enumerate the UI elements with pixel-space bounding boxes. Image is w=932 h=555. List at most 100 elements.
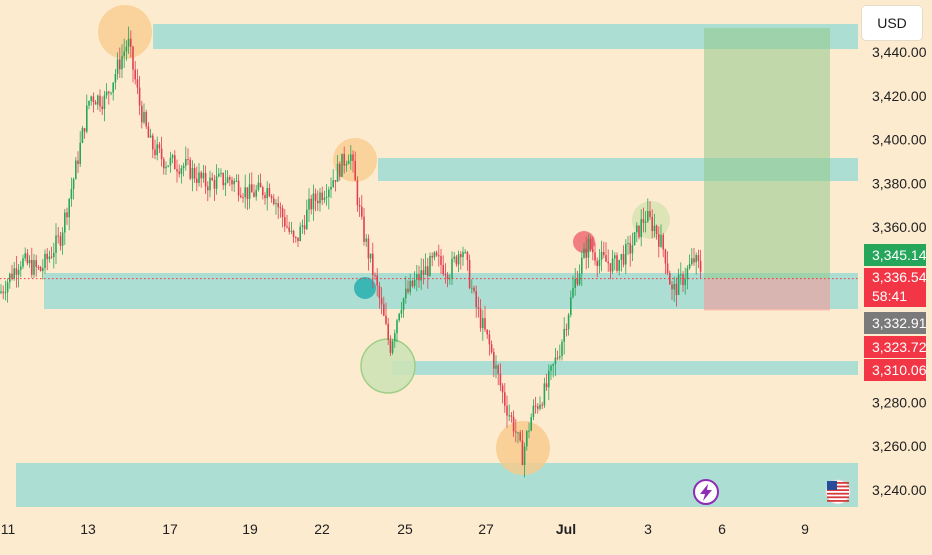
support-zone-bottom[interactable] bbox=[16, 463, 858, 507]
candle bbox=[22, 254, 24, 269]
candle bbox=[50, 246, 53, 259]
candle bbox=[264, 191, 266, 205]
candle bbox=[42, 259, 44, 280]
candle bbox=[303, 215, 306, 235]
price-label-text: 3,336.54 bbox=[872, 269, 927, 285]
candle bbox=[17, 263, 20, 288]
candle bbox=[127, 26, 130, 54]
candle bbox=[682, 271, 684, 292]
candle bbox=[119, 47, 121, 78]
candle bbox=[240, 187, 242, 199]
highlight-circle-low-left bbox=[360, 338, 416, 394]
candle bbox=[92, 92, 95, 113]
candle bbox=[209, 170, 211, 198]
stop-loss-zone[interactable] bbox=[704, 278, 830, 311]
y-tick-label: 3,260.00 bbox=[872, 438, 927, 454]
candle bbox=[297, 237, 299, 248]
lightning-icon[interactable] bbox=[693, 479, 719, 505]
candle bbox=[262, 185, 264, 200]
candle bbox=[691, 248, 693, 266]
candle bbox=[548, 364, 550, 401]
us-flag-icon[interactable] bbox=[825, 479, 851, 505]
candle bbox=[532, 399, 535, 421]
candle bbox=[543, 377, 546, 408]
candle bbox=[229, 175, 231, 187]
candle bbox=[479, 298, 482, 332]
candle bbox=[669, 270, 671, 285]
candle bbox=[449, 274, 451, 285]
profit-target-zone[interactable] bbox=[704, 27, 830, 279]
candle bbox=[438, 244, 440, 267]
candle bbox=[61, 227, 64, 255]
candle bbox=[647, 198, 649, 223]
candle bbox=[495, 355, 497, 379]
y-tick-label: 3,380.00 bbox=[872, 175, 927, 191]
candle bbox=[105, 83, 108, 99]
candle bbox=[48, 250, 51, 263]
currency-selector[interactable]: USD bbox=[862, 6, 922, 40]
candle bbox=[281, 204, 284, 228]
candle bbox=[268, 183, 271, 198]
candle bbox=[251, 172, 253, 193]
candle bbox=[114, 69, 117, 90]
candle bbox=[174, 150, 176, 170]
candle bbox=[138, 75, 141, 116]
candle bbox=[149, 128, 152, 138]
candle bbox=[501, 383, 504, 404]
candle bbox=[189, 156, 191, 181]
candle bbox=[457, 250, 460, 273]
candle bbox=[6, 278, 9, 303]
candle bbox=[666, 251, 669, 276]
y-tick-label: 3,240.00 bbox=[872, 482, 927, 498]
candle bbox=[442, 255, 444, 277]
candle bbox=[365, 234, 367, 247]
candle bbox=[319, 188, 321, 212]
candle bbox=[130, 30, 132, 58]
candle bbox=[328, 186, 330, 210]
candle bbox=[409, 273, 411, 296]
candle bbox=[163, 157, 165, 175]
candle bbox=[215, 164, 218, 195]
candle bbox=[510, 411, 513, 423]
candle bbox=[83, 127, 86, 139]
candle bbox=[306, 199, 308, 231]
candle bbox=[603, 241, 605, 259]
candle bbox=[211, 172, 213, 182]
candle bbox=[460, 251, 462, 270]
candle bbox=[191, 160, 194, 192]
candle bbox=[308, 188, 310, 222]
y-tick-label: 3,440.00 bbox=[872, 44, 927, 60]
candle bbox=[53, 242, 55, 269]
candle bbox=[77, 151, 79, 174]
candle bbox=[446, 272, 449, 288]
candle bbox=[662, 232, 664, 258]
price-label: 3,345.14 bbox=[864, 244, 927, 266]
support-zone-low[interactable] bbox=[392, 361, 858, 375]
candle bbox=[334, 180, 337, 192]
candle bbox=[581, 251, 583, 287]
candle bbox=[394, 329, 396, 348]
candle bbox=[15, 256, 18, 288]
candle bbox=[108, 90, 110, 105]
candle bbox=[248, 173, 251, 209]
x-tick-label: Jul bbox=[556, 521, 576, 537]
candle bbox=[583, 243, 585, 259]
candle bbox=[193, 163, 196, 183]
candle bbox=[317, 190, 319, 211]
candle bbox=[110, 91, 112, 96]
candle bbox=[699, 249, 702, 279]
candle bbox=[33, 253, 35, 278]
candle bbox=[644, 210, 647, 233]
candle bbox=[526, 429, 528, 451]
candle bbox=[185, 146, 187, 171]
marker-dot-teal bbox=[354, 277, 376, 299]
candle bbox=[600, 240, 603, 272]
price-label-text: 3,345.14 bbox=[872, 247, 927, 263]
price-label: 58:41 bbox=[864, 287, 926, 307]
candle bbox=[521, 430, 524, 466]
candle bbox=[515, 419, 517, 443]
candle bbox=[631, 232, 634, 262]
candle bbox=[677, 268, 680, 296]
